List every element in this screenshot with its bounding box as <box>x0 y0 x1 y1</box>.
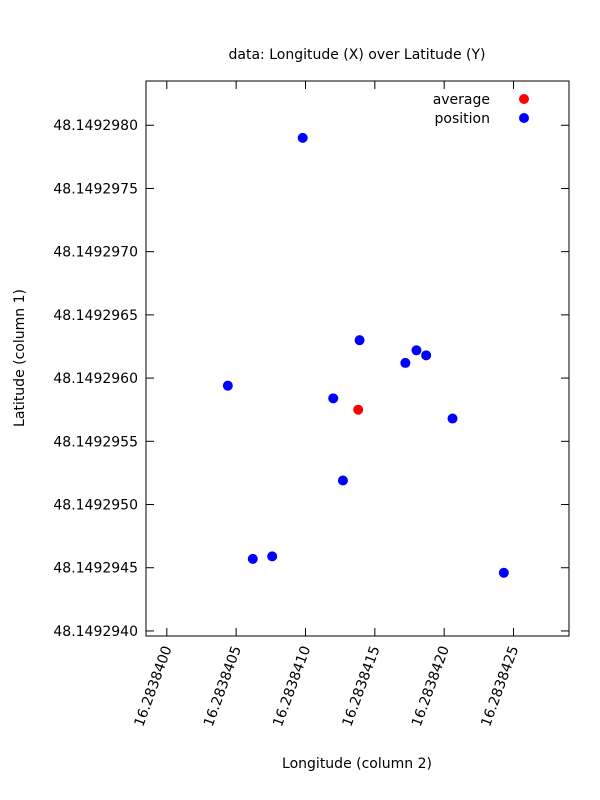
chart-title: data: Longitude (X) over Latitude (Y) <box>229 47 486 63</box>
position-point <box>267 551 278 562</box>
y-axis-label: Latitude (column 1) <box>12 289 28 427</box>
average-point <box>353 404 364 415</box>
x-tick-label: 16.2838425 <box>478 644 522 729</box>
position-point <box>411 345 422 356</box>
position-point <box>354 335 365 346</box>
y-tick-label: 48.1492980 <box>53 118 138 134</box>
x-tick-label: 16.2838415 <box>340 644 384 729</box>
position-point <box>421 350 432 361</box>
legend-label-position: position <box>435 111 490 127</box>
position-point <box>328 393 339 404</box>
legend-marker-average <box>519 94 529 104</box>
x-axis-label: Longitude (column 2) <box>282 756 432 772</box>
legend: average position <box>433 92 529 127</box>
position-point <box>498 567 509 578</box>
y-tick-label: 48.1492960 <box>53 371 138 387</box>
x-tick-label: 16.2838410 <box>270 644 314 729</box>
y-axis-ticks: 48.1492940 48.1492945 48.1492950 48.1492955… <box>53 118 569 640</box>
y-tick-label: 48.1492955 <box>53 434 138 450</box>
y-tick-label: 48.1492975 <box>53 181 138 197</box>
plot-frame <box>145 80 570 637</box>
position-point <box>447 413 458 424</box>
data-points <box>222 132 509 578</box>
legend-marker-position <box>519 113 529 123</box>
x-tick-label: 16.2838400 <box>132 644 176 729</box>
x-axis-ticks: 16.2838400 16.2838405 16.2838410 16.2838415… <box>132 81 522 729</box>
position-point <box>247 553 258 564</box>
position-point <box>337 475 348 486</box>
position-point <box>297 132 308 143</box>
position-point <box>222 380 233 391</box>
x-tick-label: 16.2838405 <box>201 644 245 729</box>
y-tick-label: 48.1492970 <box>53 245 138 261</box>
legend-label-average: average <box>433 92 490 108</box>
y-tick-label: 48.1492940 <box>53 624 138 640</box>
y-tick-label: 48.1492950 <box>53 498 138 514</box>
x-tick-label: 16.2838420 <box>409 644 453 729</box>
position-point <box>400 357 411 368</box>
y-tick-label: 48.1492965 <box>53 308 138 324</box>
y-tick-label: 48.1492945 <box>53 561 138 577</box>
